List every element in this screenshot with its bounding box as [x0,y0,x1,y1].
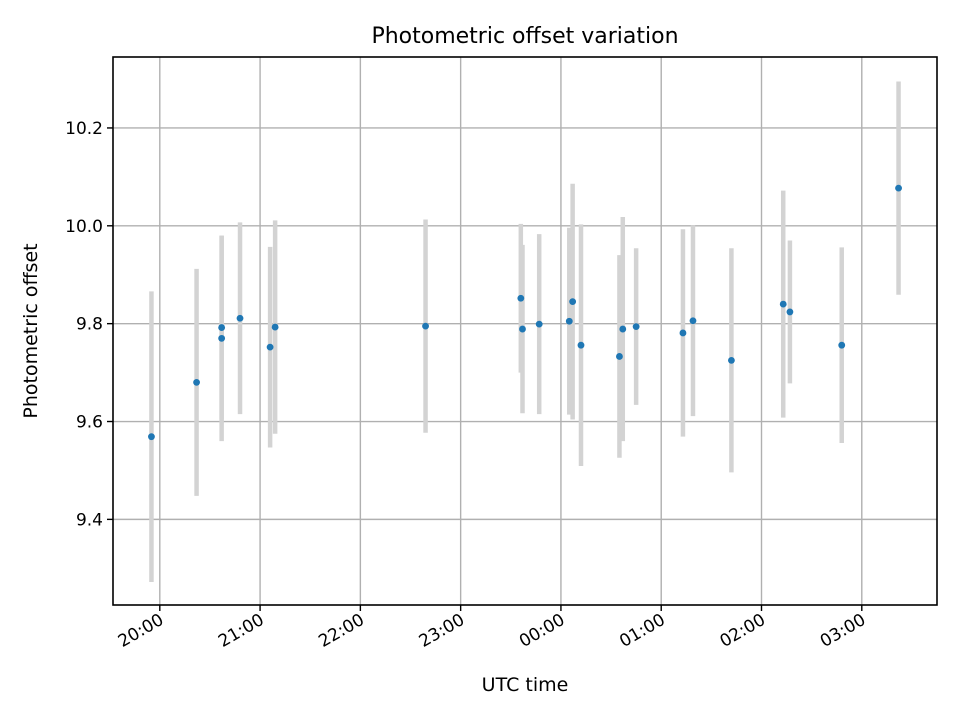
data-point [535,320,543,328]
data-point [193,378,200,386]
data-point [632,323,640,330]
data-point [218,324,226,331]
data-point [236,314,244,322]
data-point [218,334,226,342]
data-point [271,323,279,331]
y-tick-label: 10.0 [65,217,103,237]
ticks [107,127,863,611]
data-point [577,341,585,349]
grid [113,57,937,605]
data-point [266,343,274,351]
y-axis-label: Photometric offset [20,243,42,418]
data-point [838,341,846,349]
y-tick-labels: 9.4 9.6 9.8 10.0 10.2 [65,119,103,530]
data-point [786,308,794,316]
data-point [689,317,697,325]
data-point [728,356,735,364]
data-point [619,325,627,333]
data-point [422,322,429,330]
data-point [779,300,787,308]
data-point [679,329,687,337]
data-point [616,353,623,360]
y-tick-label: 9.6 [76,413,103,433]
data-point [148,433,155,441]
y-tick-label: 9.8 [76,315,103,335]
data-points [148,184,902,441]
data-point [569,298,577,306]
data-point [519,325,526,333]
data-point [517,294,525,302]
x-axis-label: UTC time [482,674,569,696]
data-point [895,184,902,192]
data-point [565,317,573,325]
chart-title: Photometric offset variation [371,24,678,49]
y-tick-label: 9.4 [76,510,103,530]
plot-frame [112,56,938,606]
y-tick-label: 10.2 [65,119,103,139]
